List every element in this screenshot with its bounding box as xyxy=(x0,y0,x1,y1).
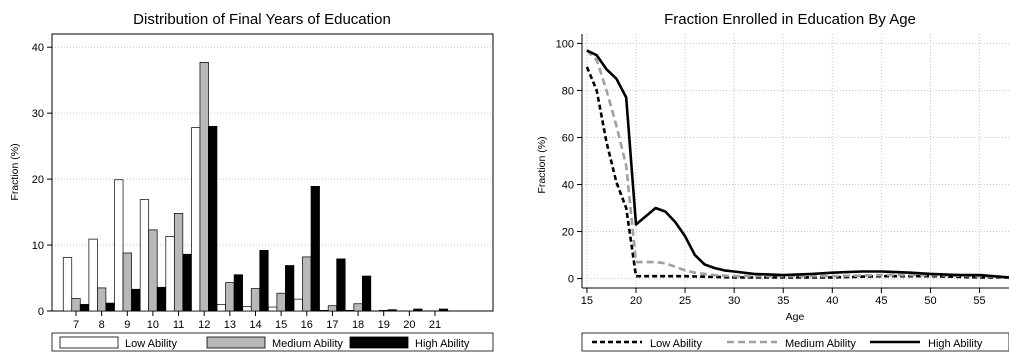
bar-legend-swatch-low-ability xyxy=(59,336,119,349)
bar-low-ability xyxy=(319,309,329,312)
bar-low-ability xyxy=(191,127,201,312)
bar-y-tick-label: 40 xyxy=(32,42,44,54)
line-chart-title: Fraction Enrolled in Education By Age xyxy=(664,11,916,28)
bar-high-ability xyxy=(387,309,397,312)
bar-high-ability xyxy=(259,249,269,312)
line-x-tick-label: 25 xyxy=(679,295,691,307)
bar-high-ability xyxy=(438,308,449,312)
bar-medium-ability xyxy=(250,288,261,312)
line-series-medium-ability xyxy=(586,49,1009,279)
bar-y-tick-label: 0 xyxy=(38,306,44,318)
line-legend-label: Low Ability xyxy=(650,338,702,350)
bar-x-tick-label: 9 xyxy=(124,319,130,331)
line-y-tick-label: 80 xyxy=(562,85,574,97)
bar-medium-ability xyxy=(122,252,132,312)
bar-y-tick-label: 30 xyxy=(32,108,44,120)
bar-x-tick-label: 16 xyxy=(301,319,313,331)
bar-medium-ability xyxy=(225,282,235,312)
bar-x-tick-label: 17 xyxy=(326,319,338,331)
bar-low-ability xyxy=(139,199,150,312)
bar-high-ability xyxy=(182,253,192,312)
bar-high-ability xyxy=(336,258,346,312)
bar-x-tick-label: 10 xyxy=(147,319,159,331)
bar-high-ability xyxy=(413,308,423,312)
bar-x-tick-label: 20 xyxy=(403,319,415,331)
line-x-tick-label: 55 xyxy=(973,295,985,307)
line-x-tick-label: 40 xyxy=(826,295,838,307)
bar-x-tick-label: 21 xyxy=(429,319,441,331)
bar-x-tick-label: 7 xyxy=(73,319,79,331)
bar-medium-ability xyxy=(199,62,209,312)
bar-low-ability xyxy=(88,238,98,312)
bar-high-ability xyxy=(361,275,372,312)
bar-x-tick-label: 8 xyxy=(99,319,105,331)
bar-medium-ability xyxy=(148,229,158,312)
bar-x-tick-label: 11 xyxy=(173,319,184,331)
bar-medium-ability xyxy=(276,292,286,312)
bar-medium-ability xyxy=(379,309,389,312)
bar-y-tick-label: 10 xyxy=(32,240,44,252)
bar-medium-ability xyxy=(71,298,81,312)
bar-medium-ability xyxy=(302,256,312,312)
bar-y-tick-label: 20 xyxy=(32,174,44,186)
bar-low-ability xyxy=(268,306,278,312)
line-x-axis-label: Age xyxy=(786,311,805,323)
bar-legend: Low Ability Medium Ability High Ability xyxy=(51,332,494,352)
bar-low-ability xyxy=(165,236,175,312)
line-x-tick-label: 20 xyxy=(630,295,642,307)
bar-x-tick-label: 18 xyxy=(352,319,364,331)
bar-legend-label: Medium Ability xyxy=(272,338,343,350)
line-x-tick-label: 35 xyxy=(777,295,789,307)
line-legend-frame xyxy=(581,332,1009,352)
bar-high-ability xyxy=(285,265,295,312)
line-legend-label: Medium Ability xyxy=(785,338,856,350)
bar-high-ability xyxy=(156,286,167,312)
bar-low-ability xyxy=(114,179,124,312)
bar-medium-ability xyxy=(327,305,338,312)
line-chart: Fraction Enrolled in Education By Age 0 2… xyxy=(536,11,1009,352)
line-x-tick-label: 45 xyxy=(875,295,887,307)
bar-low-ability xyxy=(242,306,252,312)
bar-chart: Distribution of Final Years of Education… xyxy=(9,11,494,352)
line-y-tick-label: 20 xyxy=(562,227,574,239)
line-y-tick-label: 40 xyxy=(562,180,574,192)
bar-x-tick-label: 19 xyxy=(378,319,390,331)
bar-low-ability xyxy=(216,304,226,312)
bar-legend-label: High Ability xyxy=(415,338,470,350)
bar-high-ability xyxy=(105,302,115,312)
bar-medium-ability xyxy=(97,287,107,312)
line-y-tick-label: 0 xyxy=(568,274,574,286)
bar-x-tick-label: 13 xyxy=(224,319,236,331)
line-y-tick-label: 100 xyxy=(556,38,574,50)
line-x-tick-label: 50 xyxy=(924,295,936,307)
bar-chart-title: Distribution of Final Years of Education xyxy=(133,11,391,28)
line-series-low-ability xyxy=(585,66,1009,279)
line-legend-label: High Ability xyxy=(928,338,983,350)
bar-x-tick-label: 15 xyxy=(275,319,287,331)
line-x-tick-label: 15 xyxy=(581,295,593,307)
bar-legend-swatch-medium-ability xyxy=(206,336,266,349)
bar-medium-ability xyxy=(353,303,363,312)
line-x-tick-label: 30 xyxy=(728,295,740,307)
bar-high-ability xyxy=(233,274,243,312)
bar-high-ability xyxy=(131,288,141,312)
bar-x-tick-label: 12 xyxy=(198,319,210,331)
bar-legend-frame xyxy=(51,332,494,352)
bar-legend-swatch-high-ability xyxy=(349,336,409,349)
bar-low-ability xyxy=(293,298,303,312)
bar-low-ability xyxy=(344,309,355,312)
bar-x-tick-label: 14 xyxy=(249,319,261,331)
line-legend: Low Ability Medium Ability High Ability xyxy=(581,332,1009,352)
bar-high-ability xyxy=(79,304,90,312)
bar-low-ability xyxy=(62,257,73,312)
bar-y-axis-label: Fraction (%) xyxy=(9,143,21,200)
bar-high-ability xyxy=(208,125,218,312)
line-y-tick-label: 60 xyxy=(562,132,574,144)
line-series-high-ability xyxy=(586,49,1009,279)
bar-high-ability xyxy=(310,186,320,312)
bar-medium-ability xyxy=(173,213,184,312)
bar-legend-label: Low Ability xyxy=(125,338,177,350)
line-y-axis-label: Fraction (%) xyxy=(536,136,548,193)
